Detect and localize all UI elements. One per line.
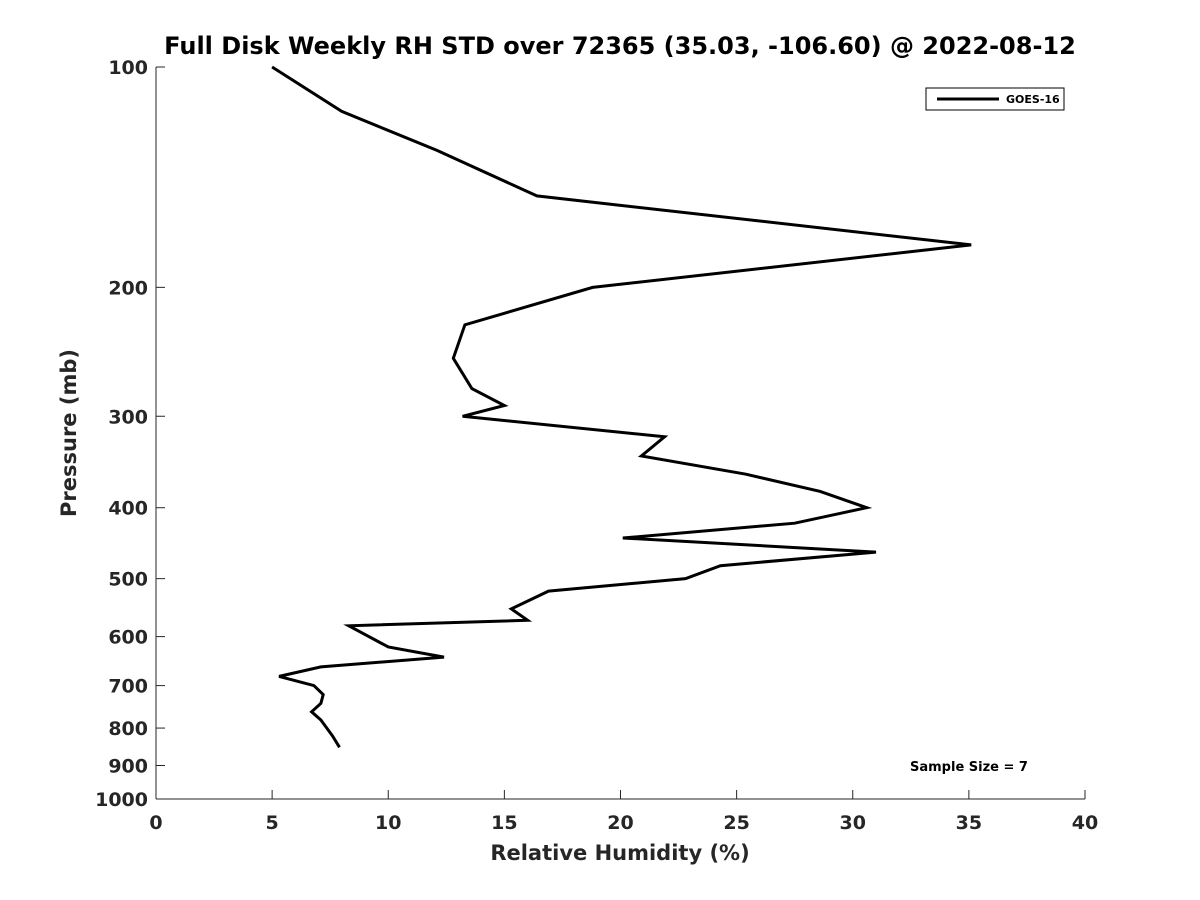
chart-title: Full Disk Weekly RH STD over 72365 (35.0…: [164, 32, 1076, 60]
x-tick-label: 30: [840, 812, 866, 834]
legend-label: GOES-16: [1006, 93, 1060, 106]
x-tick-label: 35: [956, 812, 982, 834]
x-tick-label: 15: [491, 812, 517, 834]
x-tick-label: 20: [607, 812, 633, 834]
y-tick-label: 1000: [95, 789, 148, 811]
x-ticks: 0 5 10 15 20 25 30 35 40: [149, 790, 1098, 834]
y-tick-label: 100: [108, 57, 148, 79]
y-tick-label: 600: [108, 627, 148, 649]
series-layer: [271, 65, 972, 749]
x-axis-label: Relative Humidity (%): [490, 841, 749, 865]
x-tick-label: 0: [149, 812, 162, 834]
x-tick-label: 5: [266, 812, 279, 834]
y-ticks: 100 200 300 400 500 600 700 800 900 1000: [95, 57, 165, 811]
x-tick-label: 25: [723, 812, 749, 834]
y-tick-label: 300: [108, 406, 148, 428]
y-tick-label: 900: [108, 756, 148, 778]
y-tick-label: 500: [108, 569, 148, 591]
series-line-goes-16: [271, 65, 972, 749]
sample-size-annotation: Sample Size = 7: [910, 760, 1028, 775]
x-tick-label: 10: [375, 812, 401, 834]
y-axis-label: Pressure (mb): [57, 349, 81, 517]
y-tick-label: 700: [108, 676, 148, 698]
x-tick-label: 40: [1072, 812, 1098, 834]
y-tick-label: 800: [108, 718, 148, 740]
y-tick-label: 400: [108, 498, 148, 520]
y-tick-label: 200: [108, 277, 148, 299]
legend: GOES-16: [925, 87, 1065, 111]
